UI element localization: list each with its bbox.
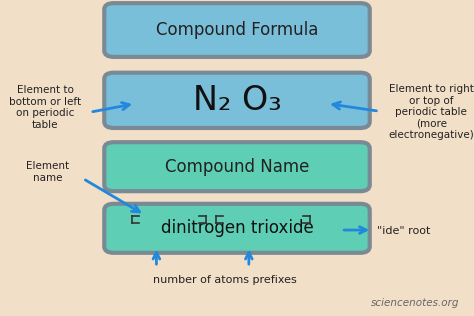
Text: N₂ O₃: N₂ O₃ — [192, 84, 282, 117]
Text: Element to right
or top of
periodic table
(more
electronegative): Element to right or top of periodic tabl… — [389, 84, 474, 140]
Text: number of atoms prefixes: number of atoms prefixes — [153, 275, 297, 285]
FancyBboxPatch shape — [104, 73, 370, 128]
Text: "ide" root: "ide" root — [377, 226, 430, 236]
Text: dinitrogen trioxide: dinitrogen trioxide — [161, 219, 313, 237]
Text: Compound Formula: Compound Formula — [156, 21, 318, 39]
Text: sciencenotes.org: sciencenotes.org — [371, 298, 460, 308]
Text: Element
name: Element name — [26, 161, 69, 183]
FancyBboxPatch shape — [104, 3, 370, 57]
FancyBboxPatch shape — [104, 204, 370, 253]
FancyBboxPatch shape — [104, 142, 370, 191]
Text: Element to
bottom or left
on periodic
table: Element to bottom or left on periodic ta… — [9, 85, 81, 130]
Text: Compound Name: Compound Name — [165, 158, 309, 176]
